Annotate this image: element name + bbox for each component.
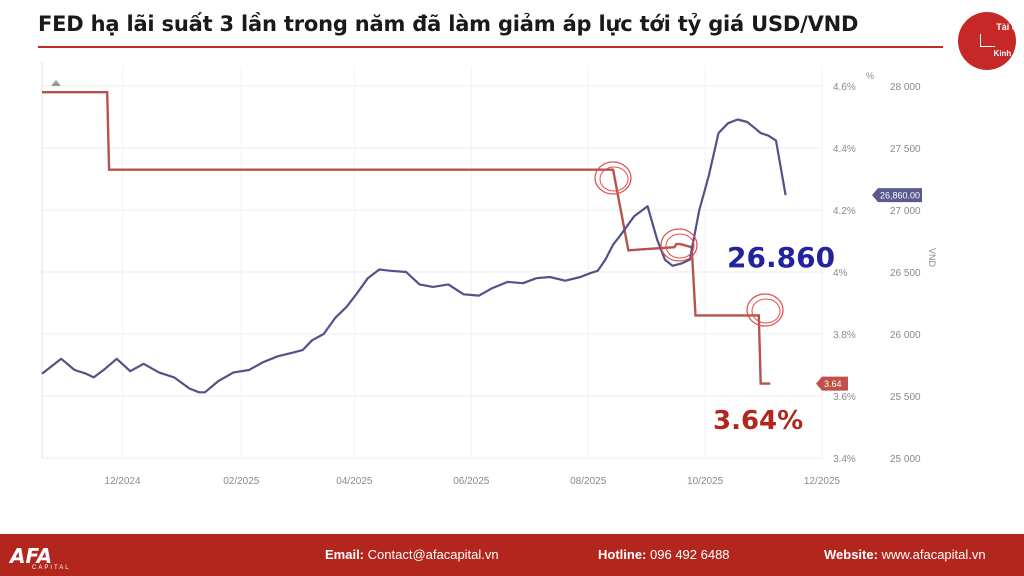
- chart-annotations: 26,860.00 3.64 26.860 3.64%: [594, 161, 922, 436]
- x-tick-label: 08/2025: [570, 476, 607, 487]
- footer-bar: AFA CAPITAL Email: Contact@afacapital.vn…: [0, 534, 1024, 576]
- brand-logo: Tài chính Kinh Doanh: [958, 12, 1024, 70]
- x-tick-label: 02/2025: [223, 476, 260, 487]
- footer-brand-sub: CAPITAL: [32, 565, 71, 571]
- website-link[interactable]: www.afacapital.vn: [881, 547, 986, 562]
- y-left-tick-label: 3.6%: [833, 392, 856, 403]
- rate-cut-circle: [594, 161, 632, 195]
- y-left-tick-label: 4%: [833, 268, 848, 279]
- y-left-unit: %: [866, 71, 874, 81]
- chart-title: FED hạ lãi suất 3 lần trong năm đã làm g…: [38, 12, 859, 36]
- rate-price-tag: [816, 376, 848, 391]
- y-left-tick-label: 4.6%: [833, 82, 856, 93]
- y-left-tick-label: 4.4%: [833, 144, 856, 155]
- y-right-tick-label: 27 000: [890, 206, 921, 217]
- x-tick-label: 06/2025: [453, 476, 490, 487]
- chart-axes: 4.6% 28 000 4.4% 27 500 4.2% 27 000 4% 26 500 3.…: [41, 62, 937, 487]
- y-left-tick-label: 4.2%: [833, 206, 856, 217]
- logo-line1: Tài chính: [996, 22, 1024, 32]
- rate-cut-circle: [660, 228, 698, 262]
- email-label: Email:: [325, 547, 365, 562]
- hotline-number[interactable]: 096 492 6488: [650, 547, 730, 562]
- website-label: Website:: [824, 547, 878, 562]
- y-right-tick-label: 25 500: [890, 392, 921, 403]
- chart-canvas: 4.6% 28 000 4.4% 27 500 4.2% 27 000 4% 26 500 3.…: [41, 62, 937, 487]
- y-right-tick-label: 27 500: [890, 144, 921, 155]
- fx-price-tag-text: 26,860.00: [880, 191, 920, 201]
- logo-line2: Kinh Doanh: [993, 49, 1024, 58]
- rate-price-tag-text: 3.64: [824, 379, 842, 389]
- x-tick-label: 12/2024: [104, 476, 141, 487]
- collapse-arrow-icon: [51, 80, 61, 86]
- email-link[interactable]: Contact@afacapital.vn: [367, 547, 499, 562]
- y-right-tick-label: 28 000: [890, 82, 921, 93]
- chart-grid: [42, 66, 823, 459]
- rate-series-line: [42, 91, 771, 385]
- y-right-unit: VND: [927, 248, 937, 268]
- rate-cut-circle: [665, 233, 695, 259]
- x-tick-label: 10/2025: [687, 476, 724, 487]
- footer-brand: AFA: [10, 544, 53, 568]
- rate-cut-circle: [599, 166, 629, 192]
- title-rule: [38, 46, 943, 48]
- fx-price-tag: [872, 188, 922, 203]
- hotline-label: Hotline:: [598, 547, 647, 562]
- footer-website: Website: www.afacapital.vn: [824, 547, 986, 562]
- y-left-tick-label: 3.4%: [833, 454, 856, 465]
- fx-callout: 26.860: [727, 241, 835, 274]
- y-right-tick-label: 25 000: [890, 454, 921, 465]
- rate-cut-circle: [746, 293, 784, 327]
- fx-series-line: [41, 118, 787, 394]
- mini-chart-icon: [980, 34, 995, 47]
- footer-hotline: Hotline: 096 492 6488: [598, 547, 730, 562]
- chart-series: [41, 91, 787, 394]
- y-right-tick-label: 26 500: [890, 268, 921, 279]
- x-tick-label: 12/2025: [804, 476, 841, 487]
- y-right-tick-label: 26 000: [890, 330, 921, 341]
- footer-email: Email: Contact@afacapital.vn: [325, 547, 499, 562]
- y-left-tick-label: 3.8%: [833, 330, 856, 341]
- x-tick-label: 04/2025: [336, 476, 373, 487]
- rate-callout: 3.64%: [713, 406, 803, 436]
- rate-cut-circle: [751, 298, 781, 324]
